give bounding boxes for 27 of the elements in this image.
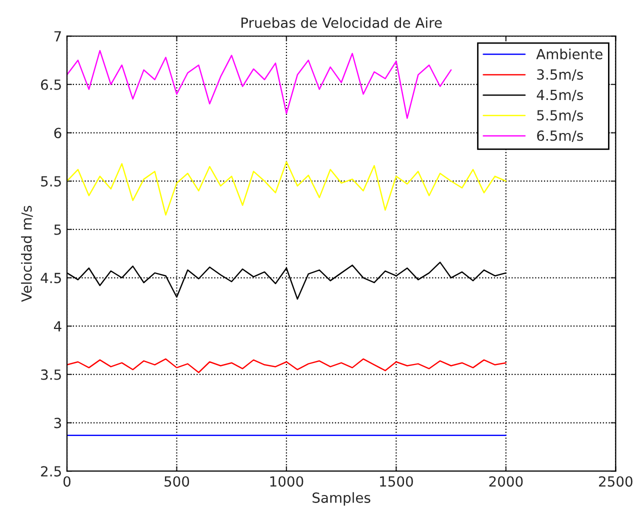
legend-label: Ambiente bbox=[536, 48, 602, 60]
y-tick-label: 5.5 bbox=[41, 176, 61, 187]
line-series bbox=[66, 358, 507, 374]
y-axis-title: Velocidad m/s bbox=[21, 206, 33, 302]
y-tick-label: 6 bbox=[54, 128, 62, 138]
y-tick-label: 6.5 bbox=[41, 79, 61, 90]
line-series bbox=[66, 50, 452, 119]
x-tick-label: 0 bbox=[63, 476, 70, 487]
y-tick-label: 5 bbox=[54, 224, 61, 235]
x-tick-label: 1000 bbox=[270, 476, 304, 487]
legend-label: 5.5m/s bbox=[537, 110, 583, 122]
legend-label: 4.5m/s bbox=[536, 90, 583, 102]
y-tick-label: 3 bbox=[54, 418, 62, 428]
chart-title: Pruebas de Velocidad de Aire bbox=[241, 17, 442, 28]
x-axis-title: Samples bbox=[312, 492, 370, 506]
y-tick-label: 2.5 bbox=[41, 466, 61, 477]
x-tick-label: 500 bbox=[164, 476, 190, 487]
x-tick-label: 2000 bbox=[489, 476, 523, 487]
legend-label: 6.5m/s bbox=[537, 130, 583, 142]
y-tick-label: 4 bbox=[54, 321, 62, 332]
y-tick-label: 4.5 bbox=[40, 272, 61, 284]
legend-label: 3.5m/s bbox=[537, 69, 583, 81]
line-series bbox=[66, 161, 507, 216]
x-tick-label: 2500 bbox=[599, 476, 632, 487]
x-tick-label: 1500 bbox=[380, 476, 413, 487]
y-tick-label: 7 bbox=[54, 31, 61, 42]
y-tick-label: 3.5 bbox=[41, 369, 61, 380]
